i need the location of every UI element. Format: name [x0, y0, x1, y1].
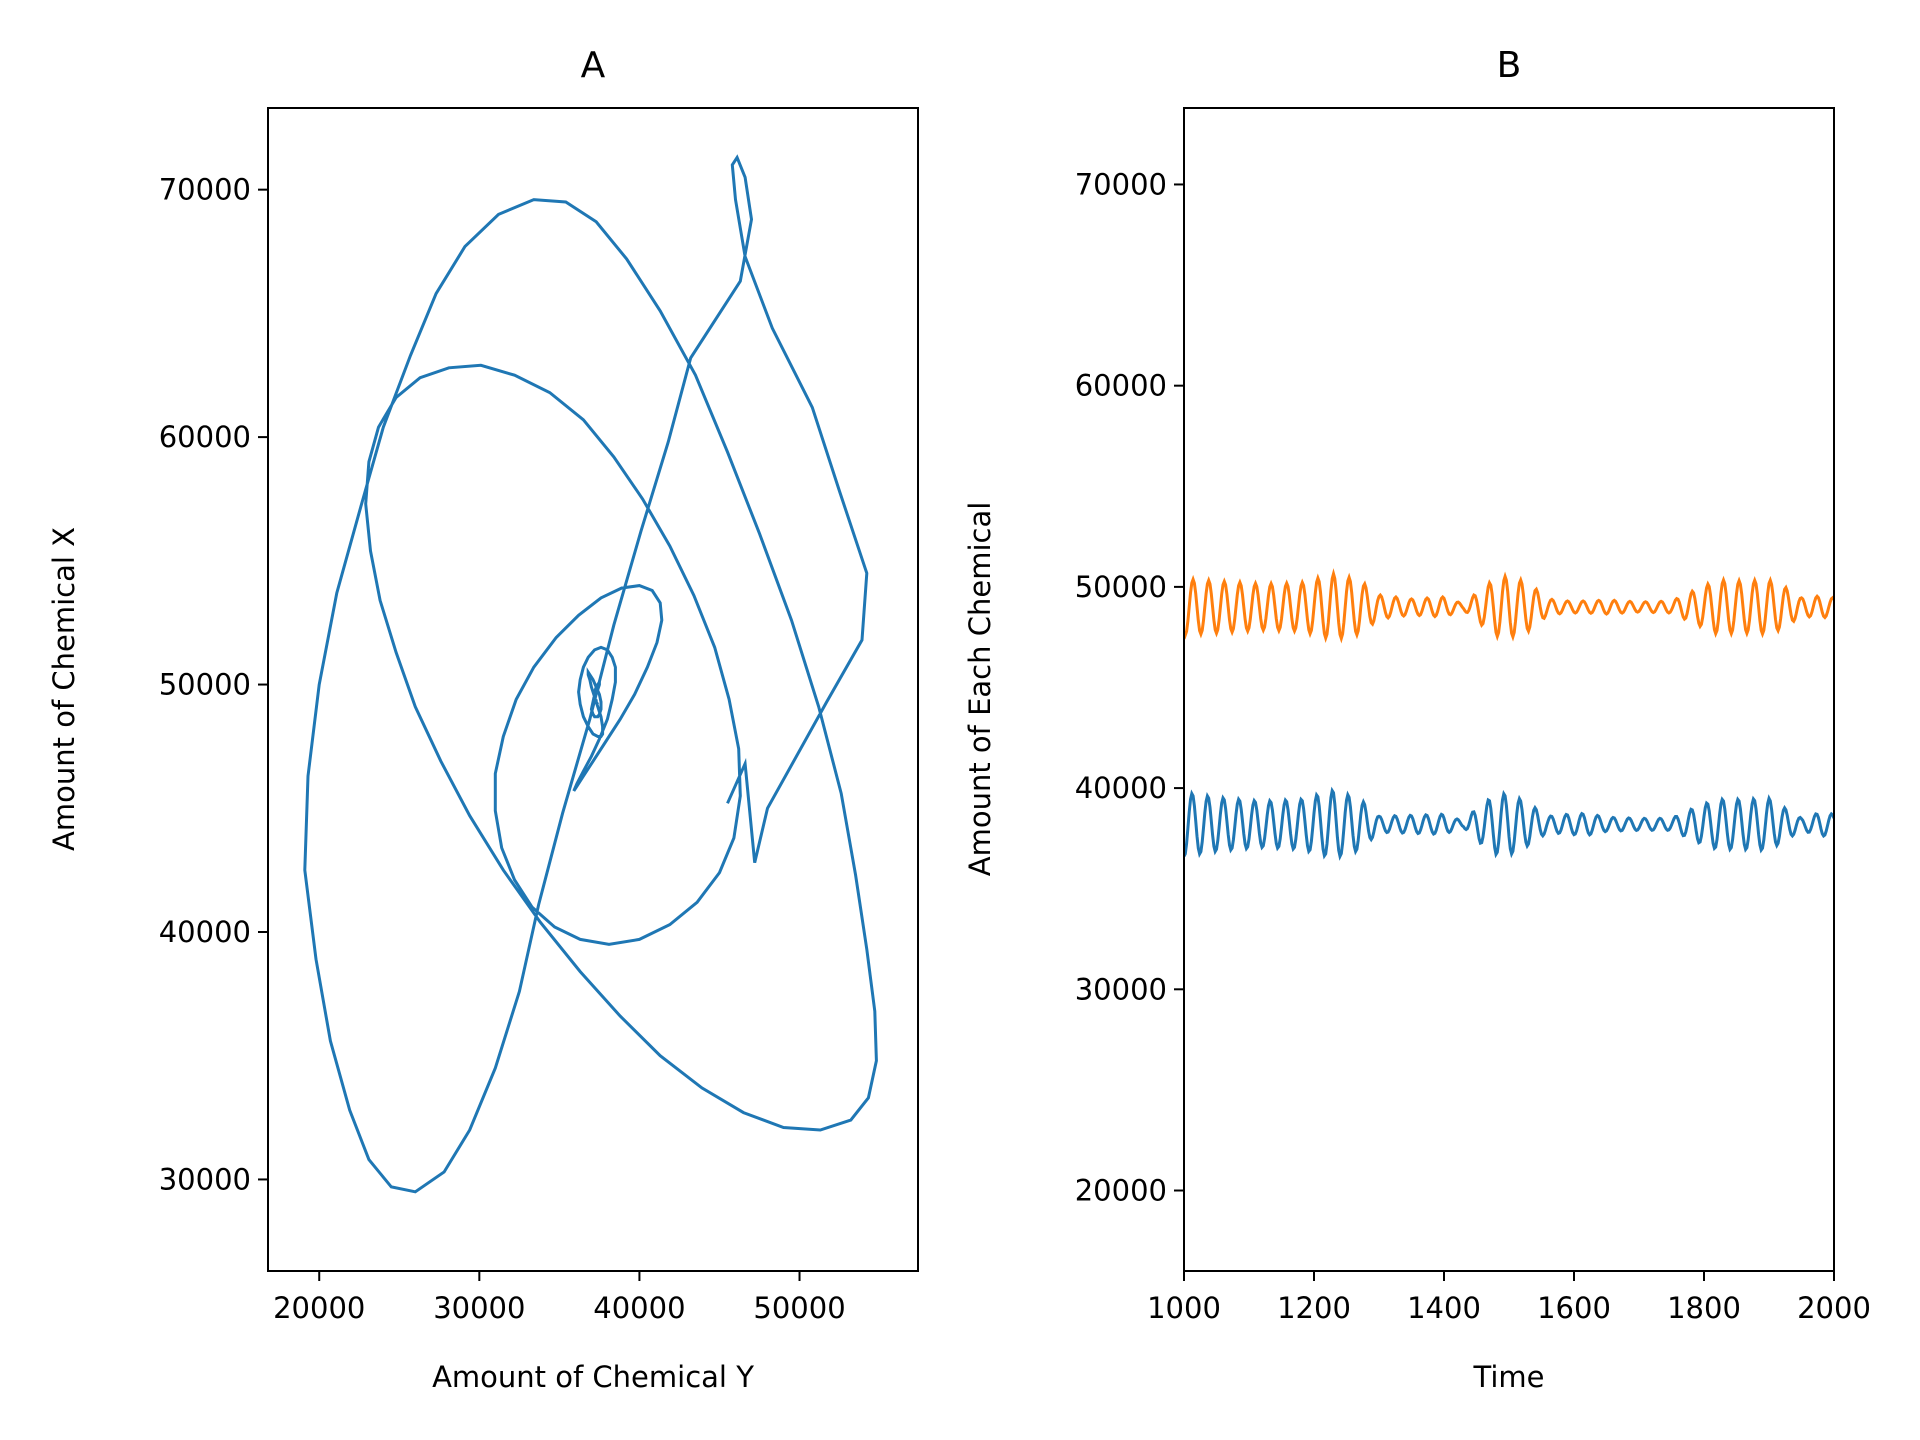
- panel-b: B 1000 1200 1400 1600 1800 2000 20000 30000 400…: [963, 45, 1871, 1394]
- panel-a-y-ticks: 30000 40000 50000 60000 70000: [159, 173, 268, 1196]
- panel-b-title: B: [1497, 45, 1522, 86]
- panel-b-x-axis-label: Time: [1473, 1360, 1545, 1394]
- y-tick-label: 30000: [159, 1162, 251, 1196]
- y-tick-label: 70000: [159, 173, 251, 207]
- x-tick-label: 1600: [1537, 1291, 1611, 1325]
- panel-a-x-ticks: 20000 30000 40000 50000: [273, 1271, 846, 1325]
- x-tick-label: 20000: [273, 1291, 365, 1325]
- y-tick-label: 20000: [1075, 1174, 1167, 1208]
- panel-a-plot-area: [303, 154, 878, 1194]
- panel-b-frame: [1183, 107, 1835, 1272]
- x-tick-label: 1400: [1407, 1291, 1481, 1325]
- x-tick-label: 30000: [433, 1291, 525, 1325]
- x-tick-label: 40000: [593, 1291, 685, 1325]
- y-tick-label: 60000: [159, 420, 251, 454]
- y-tick-label: 40000: [159, 915, 251, 949]
- panel-a-frame: [267, 107, 919, 1272]
- y-tick-label: 60000: [1075, 369, 1167, 403]
- panel-b-y-ticks: 20000 30000 40000 50000 60000 70000: [1075, 167, 1184, 1208]
- x-tick-label: 1000: [1147, 1291, 1221, 1325]
- y-tick-label: 50000: [159, 668, 251, 702]
- blue-series-line: [1184, 786, 1834, 861]
- panel-a: A 20000 30000 40000 50000 30000 40000 50000 60…: [47, 45, 919, 1394]
- x-tick-label: 1200: [1277, 1291, 1351, 1325]
- x-tick-label: 2000: [1797, 1291, 1871, 1325]
- x-tick-label: 50000: [753, 1291, 845, 1325]
- y-tick-label: 30000: [1075, 972, 1167, 1006]
- y-tick-label: 70000: [1075, 167, 1167, 201]
- y-tick-label: 50000: [1075, 570, 1167, 604]
- panel-a-x-axis-label: Amount of Chemical Y: [432, 1360, 754, 1394]
- panel-b-x-ticks: 1000 1200 1400 1600 1800 2000: [1147, 1271, 1871, 1325]
- x-tick-label: 1800: [1667, 1291, 1741, 1325]
- orange-series-line: [1184, 568, 1834, 644]
- panel-a-y-axis-label: Amount of Chemical X: [47, 527, 81, 851]
- panel-b-plot-area: [1184, 568, 1834, 861]
- y-tick-label: 40000: [1075, 771, 1167, 805]
- panel-a-title: A: [581, 45, 606, 86]
- panel-b-y-axis-label: Amount of Each Chemical: [963, 502, 997, 877]
- phase-trajectory-line: [303, 154, 878, 1194]
